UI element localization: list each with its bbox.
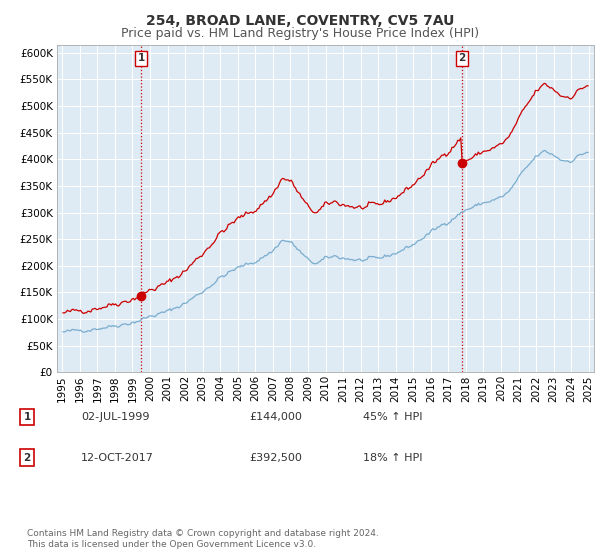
Text: 2: 2: [23, 452, 31, 463]
Text: Contains HM Land Registry data © Crown copyright and database right 2024.
This d: Contains HM Land Registry data © Crown c…: [27, 529, 379, 549]
Text: £144,000: £144,000: [249, 412, 302, 422]
Text: 254, BROAD LANE, COVENTRY, CV5 7AU: 254, BROAD LANE, COVENTRY, CV5 7AU: [146, 14, 454, 28]
Text: 02-JUL-1999: 02-JUL-1999: [81, 412, 149, 422]
Text: 12-OCT-2017: 12-OCT-2017: [81, 452, 154, 463]
Text: 2: 2: [458, 53, 466, 63]
Text: £392,500: £392,500: [249, 452, 302, 463]
Text: 18% ↑ HPI: 18% ↑ HPI: [363, 452, 422, 463]
Text: 1: 1: [137, 53, 145, 63]
Text: 45% ↑ HPI: 45% ↑ HPI: [363, 412, 422, 422]
Text: Price paid vs. HM Land Registry's House Price Index (HPI): Price paid vs. HM Land Registry's House …: [121, 27, 479, 40]
Text: 1: 1: [23, 412, 31, 422]
